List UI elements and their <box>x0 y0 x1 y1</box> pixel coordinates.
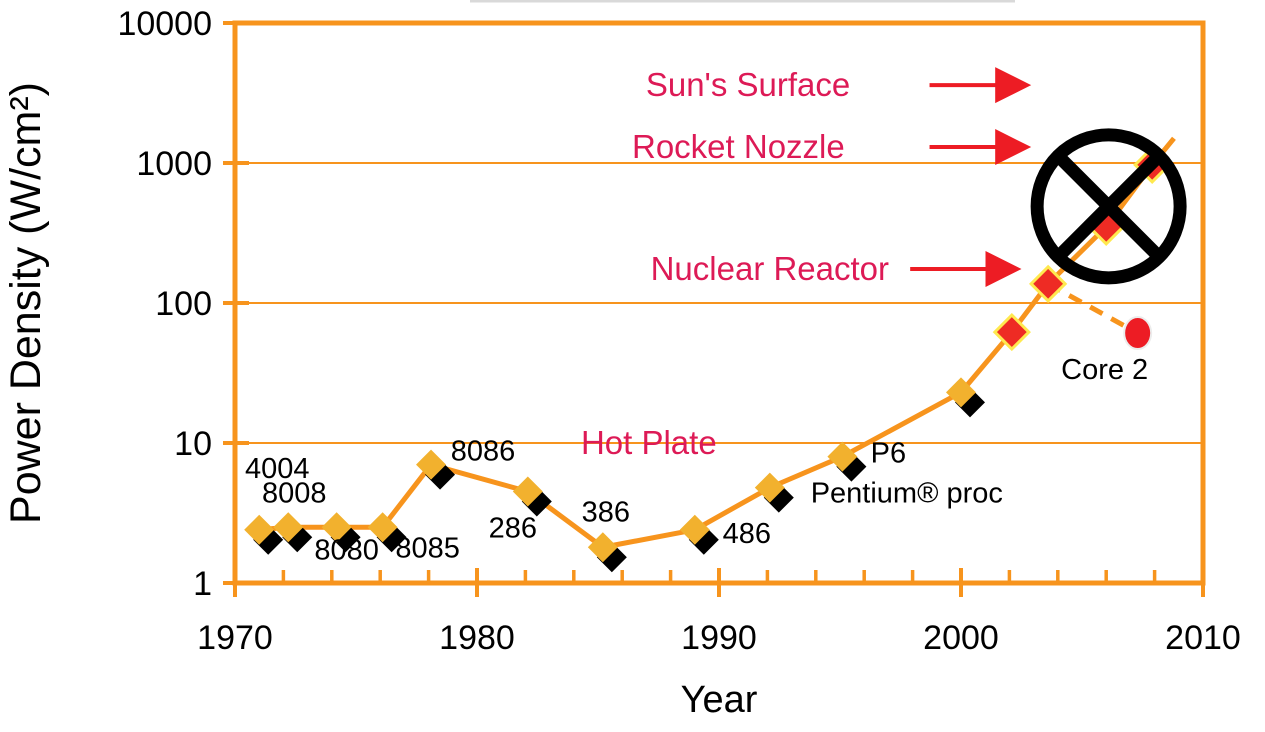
x-tick-label-2000: 2000 <box>923 619 999 657</box>
data-point-x <box>946 377 976 408</box>
y-tick-label-10000: 10000 <box>117 5 212 43</box>
point-label-286: 286 <box>489 513 537 545</box>
data-point-pentium-proc <box>754 472 785 503</box>
y-tick-label-100: 100 <box>155 285 212 323</box>
y-axis-title: Power Density (W/cm²) <box>2 82 50 524</box>
data-point-286 <box>512 476 543 507</box>
data-point-8080 <box>321 512 352 543</box>
trend-line <box>258 136 1176 550</box>
core-2-point <box>1123 316 1153 351</box>
reference-label-hot-plate: Hot Plate <box>581 424 717 461</box>
data-point-8008 <box>273 512 304 543</box>
prohibition-cross-2 <box>1053 151 1164 262</box>
reference-label-sun-s-surface: Sun's Surface <box>646 66 850 103</box>
point-label-486: 486 <box>723 518 771 550</box>
data-point-4004 <box>244 514 275 545</box>
y-tick-label-10: 10 <box>174 425 212 463</box>
point-label-8080: 8080 <box>314 534 379 566</box>
point-label-386: 386 <box>582 496 630 528</box>
y-tick-label-1000: 1000 <box>136 145 212 183</box>
core-2-label: Core 2 <box>1061 354 1148 386</box>
reference-arrow-head-rocket-nozzle <box>995 129 1032 166</box>
reference-label-rocket-nozzle: Rocket Nozzle <box>632 128 845 165</box>
reference-arrow-head-nuclear-reactor <box>985 250 1022 287</box>
prohibition-circle <box>1030 128 1187 285</box>
x-tick-label-1980: 1980 <box>439 619 515 657</box>
data-point-8086 <box>416 449 447 480</box>
data-point-x <box>992 312 1031 352</box>
point-label-p6: P6 <box>871 438 906 470</box>
data-point-386 <box>587 532 618 563</box>
point-label-4004: 4004 <box>245 453 310 485</box>
cropped-top-artifact <box>470 0 1015 3</box>
data-point-x <box>1028 264 1068 303</box>
x-axis-title: Year <box>681 679 758 721</box>
projection-dashed-line <box>1046 281 1139 336</box>
reference-arrow-head-sun-s-surface <box>995 67 1032 104</box>
point-label-8085: 8085 <box>395 532 460 564</box>
point-label-pentium-proc: Pentium® proc <box>811 478 1003 510</box>
data-point-p6 <box>827 441 858 472</box>
x-tick-label-1970: 1970 <box>197 619 273 657</box>
data-point-8085 <box>367 512 398 543</box>
x-tick-label-2010: 2010 <box>1165 619 1241 657</box>
point-label-8086: 8086 <box>451 436 516 468</box>
data-point-486 <box>679 514 710 545</box>
x-tick-label-1990: 1990 <box>681 619 757 657</box>
reference-label-nuclear-reactor: Nuclear Reactor <box>651 250 889 287</box>
y-tick-label-1: 1 <box>193 565 212 603</box>
point-label-8008: 8008 <box>262 477 327 509</box>
